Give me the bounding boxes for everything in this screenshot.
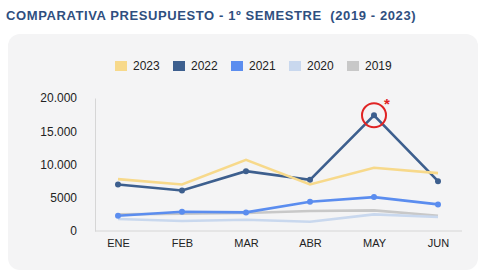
point <box>179 187 185 193</box>
series-line <box>118 197 438 216</box>
axis-line <box>95 99 96 232</box>
annotation: * <box>384 95 390 112</box>
highlight-circle <box>362 103 386 127</box>
tick-label: 15.000 <box>40 125 77 139</box>
tick-label: 5000 <box>50 191 77 205</box>
point <box>435 178 441 184</box>
tick-label: FEB <box>172 237 193 249</box>
point <box>243 209 249 215</box>
point <box>307 177 313 183</box>
legend-swatch <box>231 61 243 71</box>
legend-label: 2019 <box>365 59 392 73</box>
legend-item: 2019 <box>347 59 392 73</box>
tick: MAR <box>234 231 259 249</box>
tick-label: 10.000 <box>40 158 77 172</box>
y-axis: 0 5000 10.000 15.000 20.000 <box>40 91 95 238</box>
tick: 15.000 <box>40 125 95 139</box>
point <box>371 112 377 118</box>
legend-item: 2021 <box>231 59 276 73</box>
tick: FEB <box>172 231 193 249</box>
point <box>307 199 313 205</box>
legend-label: 2021 <box>249 59 276 73</box>
card <box>8 34 478 270</box>
tick-label: ABR <box>299 237 322 249</box>
x-axis: ENE FEB MAR ABR MAY JUN <box>95 231 462 249</box>
legend-item: 2023 <box>115 59 160 73</box>
legend-swatch <box>347 61 359 71</box>
point <box>435 201 441 207</box>
point <box>115 181 121 187</box>
tick: ABR <box>299 231 322 249</box>
legend-item: 2020 <box>289 59 334 73</box>
tick-label: JUN <box>428 237 449 249</box>
tick-label: 20.000 <box>40 91 77 105</box>
legend-item: 2022 <box>173 59 218 73</box>
tick-label: MAY <box>363 237 387 249</box>
legend-swatch <box>289 61 301 71</box>
tick: 0 <box>70 224 95 238</box>
point <box>243 168 249 174</box>
legend-swatch <box>115 61 127 71</box>
legend-swatch <box>173 61 185 71</box>
legend: 2023 2022 2021 2020 2019 <box>115 59 392 73</box>
point <box>115 213 121 219</box>
legend-label: 2020 <box>307 59 334 73</box>
tick: ENE <box>107 231 130 249</box>
tick: 5000 <box>50 191 95 205</box>
tick: JUN <box>428 231 449 249</box>
title: COMPARATIVA PRESUPUESTO - 1º SEMESTRE (2… <box>6 8 416 23</box>
series-line <box>118 160 438 185</box>
series-line <box>118 115 438 190</box>
tick-label: MAR <box>234 237 259 249</box>
tick: 10.000 <box>40 158 95 172</box>
series-line <box>118 214 438 221</box>
tick-label: ENE <box>107 237 130 249</box>
axis-line <box>95 231 462 232</box>
plot-area <box>115 112 441 221</box>
legend-label: 2022 <box>191 59 218 73</box>
tick-label: 0 <box>70 224 77 238</box>
tick: MAY <box>363 231 387 249</box>
tick: 20.000 <box>40 91 95 105</box>
point <box>179 209 185 215</box>
legend-label: 2023 <box>133 59 160 73</box>
point <box>371 194 377 200</box>
chart: COMPARATIVA PRESUPUESTO - 1º SEMESTRE (2… <box>0 0 484 273</box>
